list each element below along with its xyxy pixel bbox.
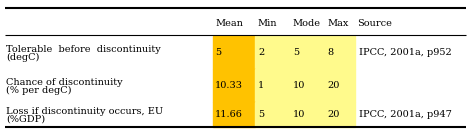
Text: 5: 5 (293, 48, 299, 57)
Text: 20: 20 (327, 81, 340, 90)
Bar (255, 102, 355, 127)
Text: 11.66: 11.66 (215, 110, 243, 119)
Text: Tolerable  before  discontinuity: Tolerable before discontinuity (6, 45, 161, 54)
Text: 5: 5 (215, 48, 221, 57)
Text: 10.33: 10.33 (215, 81, 243, 90)
Text: 20: 20 (327, 110, 340, 119)
Text: Source: Source (357, 19, 392, 28)
Text: 10: 10 (293, 81, 305, 90)
Bar (213, 69, 255, 102)
Text: 5: 5 (258, 110, 264, 119)
Text: (% per degC): (% per degC) (6, 86, 72, 95)
Text: 2: 2 (258, 48, 264, 57)
Text: 8: 8 (327, 48, 333, 57)
Text: Chance of discontinuity: Chance of discontinuity (6, 78, 122, 87)
Bar (255, 69, 355, 102)
Text: 10: 10 (293, 110, 305, 119)
Bar (255, 36, 355, 69)
Text: Mode: Mode (292, 19, 320, 28)
Text: (%GDP): (%GDP) (6, 115, 45, 124)
Bar (213, 102, 255, 127)
Text: (degC): (degC) (6, 53, 40, 62)
Text: 1: 1 (258, 81, 264, 90)
Text: Max: Max (327, 19, 349, 28)
Bar (213, 36, 255, 69)
Text: IPCC, 2001a, p952: IPCC, 2001a, p952 (359, 48, 452, 57)
Text: Mean: Mean (215, 19, 243, 28)
Text: Loss if discontinuity occurs, EU: Loss if discontinuity occurs, EU (6, 107, 163, 116)
Text: IPCC, 2001a, p947: IPCC, 2001a, p947 (359, 110, 452, 119)
Text: Min: Min (257, 19, 276, 28)
